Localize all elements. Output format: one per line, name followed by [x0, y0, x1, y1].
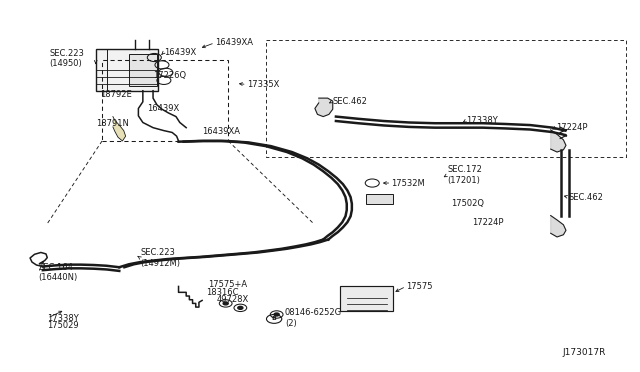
- Text: 17338Y: 17338Y: [47, 314, 79, 323]
- Text: 18791N: 18791N: [96, 119, 129, 128]
- Text: 18792E: 18792E: [100, 90, 132, 99]
- Circle shape: [274, 313, 279, 316]
- Text: 17575: 17575: [406, 282, 433, 291]
- FancyBboxPatch shape: [340, 286, 393, 311]
- Polygon shape: [550, 130, 566, 152]
- Text: 16439XA: 16439XA: [215, 38, 253, 47]
- Text: 18316C: 18316C: [207, 288, 239, 297]
- Polygon shape: [113, 116, 125, 141]
- Text: 17532M: 17532M: [392, 179, 425, 187]
- Circle shape: [223, 302, 228, 305]
- Text: SEC.223
(14912M): SEC.223 (14912M): [140, 248, 180, 268]
- Text: 17224P: 17224P: [556, 123, 588, 132]
- Text: 17575+A: 17575+A: [209, 280, 248, 289]
- Text: SEC.223
(14950): SEC.223 (14950): [49, 49, 84, 68]
- Text: 16439XA: 16439XA: [202, 127, 240, 136]
- Polygon shape: [315, 98, 333, 116]
- FancyBboxPatch shape: [96, 49, 158, 91]
- Text: 17335X: 17335X: [246, 80, 279, 89]
- FancyBboxPatch shape: [129, 54, 157, 86]
- Circle shape: [238, 307, 243, 310]
- Text: 08146-6252G
(2): 08146-6252G (2): [285, 308, 342, 328]
- Text: B: B: [272, 317, 276, 321]
- FancyBboxPatch shape: [366, 194, 393, 205]
- Text: 17502Q: 17502Q: [451, 199, 484, 208]
- Text: SEC.462: SEC.462: [333, 97, 367, 106]
- Text: 17338Y: 17338Y: [467, 116, 499, 125]
- Text: 175029: 175029: [47, 321, 79, 330]
- Text: SEC.172
(17201): SEC.172 (17201): [447, 165, 483, 185]
- Text: 16439X: 16439X: [147, 104, 179, 113]
- Text: 17226Q: 17226Q: [153, 71, 186, 80]
- Text: SEC.164
(16440N): SEC.164 (16440N): [38, 263, 77, 282]
- Polygon shape: [550, 215, 566, 237]
- Text: 17224P: 17224P: [472, 218, 503, 227]
- Text: J173017R: J173017R: [562, 349, 605, 357]
- Text: 16439X: 16439X: [164, 48, 196, 57]
- Text: SEC.462: SEC.462: [568, 193, 604, 202]
- Text: 49728X: 49728X: [217, 295, 249, 304]
